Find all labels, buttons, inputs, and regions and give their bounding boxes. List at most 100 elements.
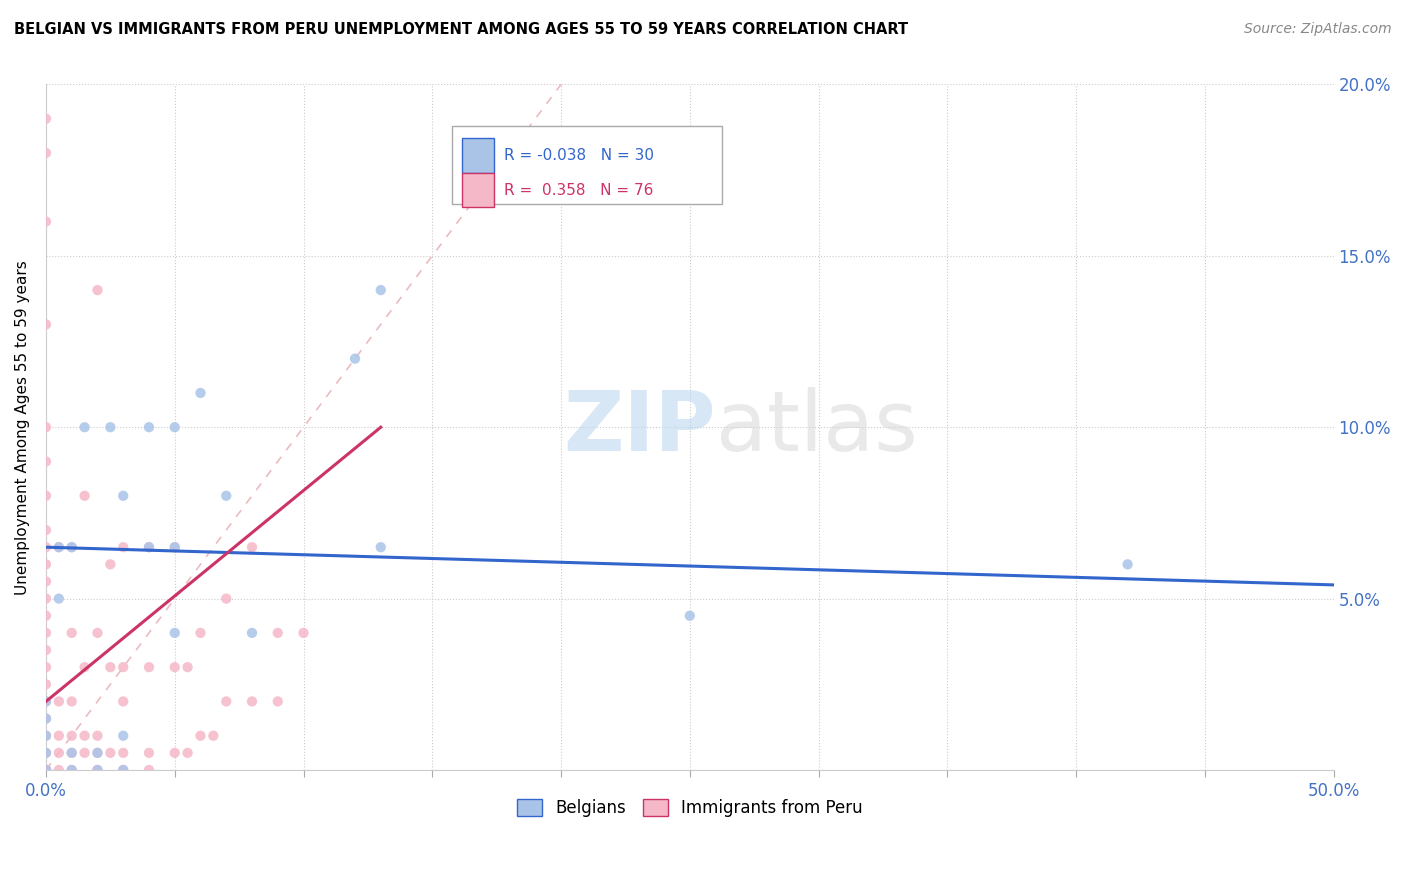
Point xyxy=(73,729,96,743)
Point xyxy=(86,746,108,760)
Point xyxy=(35,489,58,503)
Point xyxy=(35,591,58,606)
Bar xyxy=(463,138,494,173)
Point xyxy=(35,763,58,777)
Point xyxy=(60,540,83,554)
Text: Source: ZipAtlas.com: Source: ZipAtlas.com xyxy=(1244,22,1392,37)
Point xyxy=(240,694,263,708)
Point xyxy=(86,729,108,743)
Point xyxy=(48,591,70,606)
Point xyxy=(163,626,186,640)
Point xyxy=(35,712,58,726)
Point xyxy=(35,763,58,777)
Point xyxy=(138,540,160,554)
Point xyxy=(35,763,58,777)
Point xyxy=(35,677,58,691)
Point xyxy=(35,746,58,760)
Point xyxy=(112,489,135,503)
Point xyxy=(190,729,212,743)
Point xyxy=(60,746,83,760)
Point xyxy=(35,454,58,468)
Point xyxy=(73,420,96,434)
Point xyxy=(1116,558,1139,572)
Point xyxy=(112,540,135,554)
Point xyxy=(35,763,58,777)
Point xyxy=(35,318,58,332)
Point xyxy=(370,283,392,297)
Point xyxy=(35,643,58,657)
Point xyxy=(35,146,58,161)
Point xyxy=(138,746,160,760)
Legend: Belgians, Immigrants from Peru: Belgians, Immigrants from Peru xyxy=(510,792,869,823)
Point xyxy=(679,608,702,623)
Point xyxy=(190,626,212,640)
Point xyxy=(35,112,58,126)
Text: BELGIAN VS IMMIGRANTS FROM PERU UNEMPLOYMENT AMONG AGES 55 TO 59 YEARS CORRELATI: BELGIAN VS IMMIGRANTS FROM PERU UNEMPLOY… xyxy=(14,22,908,37)
Point xyxy=(35,523,58,537)
Point xyxy=(35,729,58,743)
Point xyxy=(60,540,83,554)
Point xyxy=(48,729,70,743)
Point xyxy=(163,540,186,554)
Point xyxy=(190,386,212,401)
Point xyxy=(112,694,135,708)
Point xyxy=(112,660,135,674)
Point xyxy=(176,660,198,674)
Point xyxy=(35,214,58,228)
Point xyxy=(35,763,58,777)
Point xyxy=(60,763,83,777)
Point xyxy=(35,763,58,777)
Point xyxy=(112,763,135,777)
Point xyxy=(98,558,121,572)
Point xyxy=(35,729,58,743)
Point xyxy=(370,540,392,554)
Point xyxy=(98,420,121,434)
Point xyxy=(35,608,58,623)
Point xyxy=(60,746,83,760)
Point xyxy=(73,746,96,760)
Point xyxy=(163,660,186,674)
Point xyxy=(163,540,186,554)
Point xyxy=(60,694,83,708)
Point xyxy=(176,746,198,760)
Point xyxy=(35,558,58,572)
Point xyxy=(98,660,121,674)
Point xyxy=(267,694,290,708)
Point xyxy=(240,540,263,554)
Point xyxy=(60,626,83,640)
Point xyxy=(60,729,83,743)
Point xyxy=(60,763,83,777)
Point xyxy=(35,763,58,777)
Y-axis label: Unemployment Among Ages 55 to 59 years: Unemployment Among Ages 55 to 59 years xyxy=(15,260,30,595)
Point xyxy=(112,763,135,777)
Point xyxy=(35,540,58,554)
Point xyxy=(138,660,160,674)
Point xyxy=(35,574,58,589)
Point xyxy=(73,660,96,674)
Point xyxy=(35,420,58,434)
Point xyxy=(292,626,315,640)
Point xyxy=(215,489,238,503)
Point xyxy=(35,660,58,674)
Point xyxy=(86,283,108,297)
Point xyxy=(35,763,58,777)
Point xyxy=(138,540,160,554)
Point xyxy=(48,540,70,554)
Point xyxy=(35,626,58,640)
Point xyxy=(48,746,70,760)
Point xyxy=(48,694,70,708)
Point xyxy=(163,420,186,434)
Point xyxy=(267,626,290,640)
Point xyxy=(98,746,121,760)
Point xyxy=(215,694,238,708)
Point xyxy=(35,694,58,708)
Point xyxy=(48,763,70,777)
Point xyxy=(73,489,96,503)
Point xyxy=(35,694,58,708)
Text: ZIP: ZIP xyxy=(562,387,716,467)
Point xyxy=(215,591,238,606)
Point xyxy=(35,712,58,726)
Bar xyxy=(463,173,494,207)
Point xyxy=(112,729,135,743)
Point xyxy=(240,626,263,640)
